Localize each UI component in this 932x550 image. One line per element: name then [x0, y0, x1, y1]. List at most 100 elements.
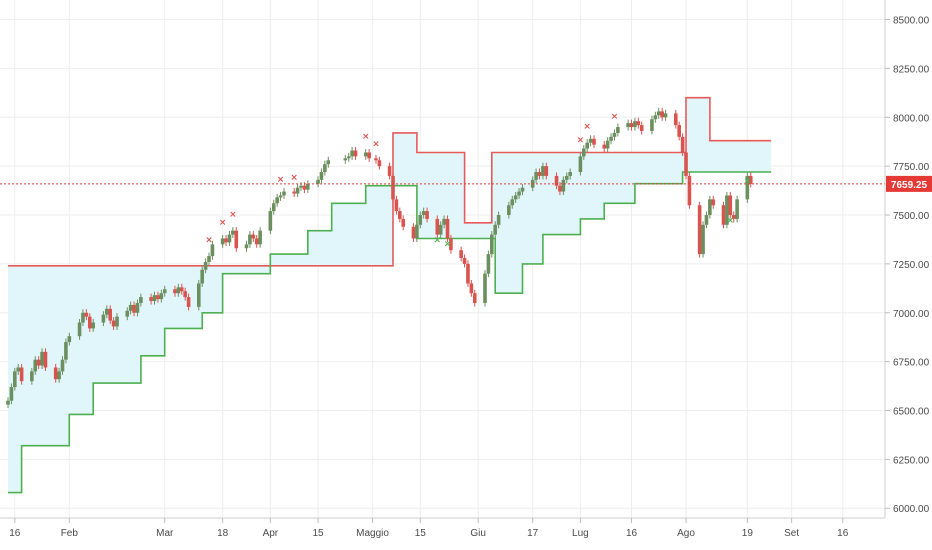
candle-body — [81, 312, 85, 323]
candle-body — [176, 287, 181, 294]
time-axis[interactable]: 16 Feb Mar 18 Apr 15 Maggio 15 Giu 17 Lug 16 Ago 19 Se… — [9, 518, 849, 539]
candle-body — [401, 218, 406, 227]
candle-body — [653, 115, 658, 120]
current-price-badge — [886, 175, 932, 192]
candle-body — [660, 111, 664, 118]
candle-body — [367, 152, 371, 159]
candle-body — [152, 295, 157, 302]
candle-body — [469, 283, 474, 294]
candle-body — [629, 123, 634, 128]
candle-body — [466, 263, 470, 284]
candle-body — [173, 289, 177, 294]
candle-body — [626, 123, 630, 128]
candle-body — [650, 119, 654, 131]
price-axis[interactable]: 8500.00 8250.00 8000.00 7750.00 7500.00 7250.… — [885, 16, 930, 516]
candle-body — [490, 234, 494, 255]
candle-body — [517, 191, 521, 196]
candle-body — [602, 144, 607, 149]
candle-body — [534, 172, 538, 180]
candle-body — [605, 140, 610, 149]
candle-body — [125, 310, 130, 317]
candle-body — [701, 224, 705, 255]
lower-band-line — [8, 171, 772, 494]
candle-body — [101, 314, 106, 323]
candle-body — [244, 244, 249, 249]
candle-body — [411, 226, 416, 239]
candle-body — [19, 367, 24, 382]
x-tick-label: Set — [784, 528, 799, 539]
candle-body — [111, 320, 116, 327]
x-tick-label: Ago — [677, 528, 695, 539]
candle-body — [387, 166, 392, 176]
candle-body — [346, 156, 351, 159]
candle-body — [149, 297, 153, 302]
candle-body — [9, 387, 14, 401]
candle-body — [132, 304, 136, 313]
candle-body — [588, 138, 593, 143]
candle-body — [319, 172, 324, 180]
candle-body — [350, 150, 354, 157]
candle-body — [115, 316, 119, 327]
candle-body — [748, 175, 753, 184]
candle-body — [299, 185, 303, 188]
candle-body — [486, 254, 491, 274]
sell-marker-icon: × — [277, 175, 285, 185]
signal-markers: ×××× ××× ×××× ××× — [205, 112, 751, 249]
candle-body — [200, 269, 205, 284]
band-cloud — [8, 97, 772, 493]
candle-body — [684, 152, 688, 176]
buy-marker-icon: × — [744, 177, 752, 187]
candle-body — [316, 179, 320, 184]
candle-body — [708, 199, 712, 216]
candle-body — [663, 113, 668, 118]
band-cloud-fill — [8, 97, 772, 493]
candle-body — [57, 371, 61, 380]
sell-marker-icon: × — [577, 136, 585, 146]
candle-body — [227, 234, 232, 243]
candle-body — [391, 175, 395, 200]
candle-body — [16, 367, 21, 372]
x-tick-label: 16 — [626, 528, 638, 539]
candle-body — [418, 215, 423, 225]
candle-body — [53, 367, 58, 380]
candle-body — [108, 308, 113, 321]
sell-marker-icon: × — [205, 235, 213, 245]
candle-body — [585, 142, 590, 149]
buy-marker-icon: × — [434, 235, 442, 245]
y-tick-label: 8500.00 — [893, 16, 930, 27]
candle-body — [592, 138, 596, 145]
candle-body — [326, 160, 331, 165]
candle-body — [353, 150, 358, 157]
candle-body — [60, 359, 65, 372]
candle-body — [306, 183, 310, 190]
candle-body — [513, 195, 518, 200]
candle-body — [254, 238, 259, 245]
x-tick-label: Apr — [263, 528, 279, 539]
y-tick-label: 6500.00 — [893, 406, 930, 417]
candle-body — [196, 283, 201, 307]
candle-body — [496, 215, 501, 225]
candle-body — [203, 261, 208, 270]
candle-body — [248, 234, 252, 245]
candle-body — [449, 238, 453, 251]
y-tick-label: 7250.00 — [893, 260, 930, 271]
candle-body — [377, 160, 382, 167]
candle-body — [128, 304, 133, 311]
candle-body — [578, 156, 583, 173]
candle-body — [582, 148, 586, 157]
candle-body — [210, 244, 215, 257]
candle-body — [40, 351, 44, 366]
x-tick-label: 17 — [527, 528, 539, 539]
candle-body — [271, 203, 276, 212]
candle-body — [728, 195, 733, 216]
candle-body — [30, 371, 34, 382]
candle-body — [656, 111, 661, 116]
candle-body — [398, 211, 402, 219]
sell-marker-icon: × — [362, 132, 370, 142]
candle-body — [13, 371, 17, 388]
sell-marker-icon: × — [229, 210, 237, 220]
candle-body — [234, 230, 239, 249]
candle-body — [745, 175, 750, 200]
x-tick-label: Feb — [61, 528, 79, 539]
